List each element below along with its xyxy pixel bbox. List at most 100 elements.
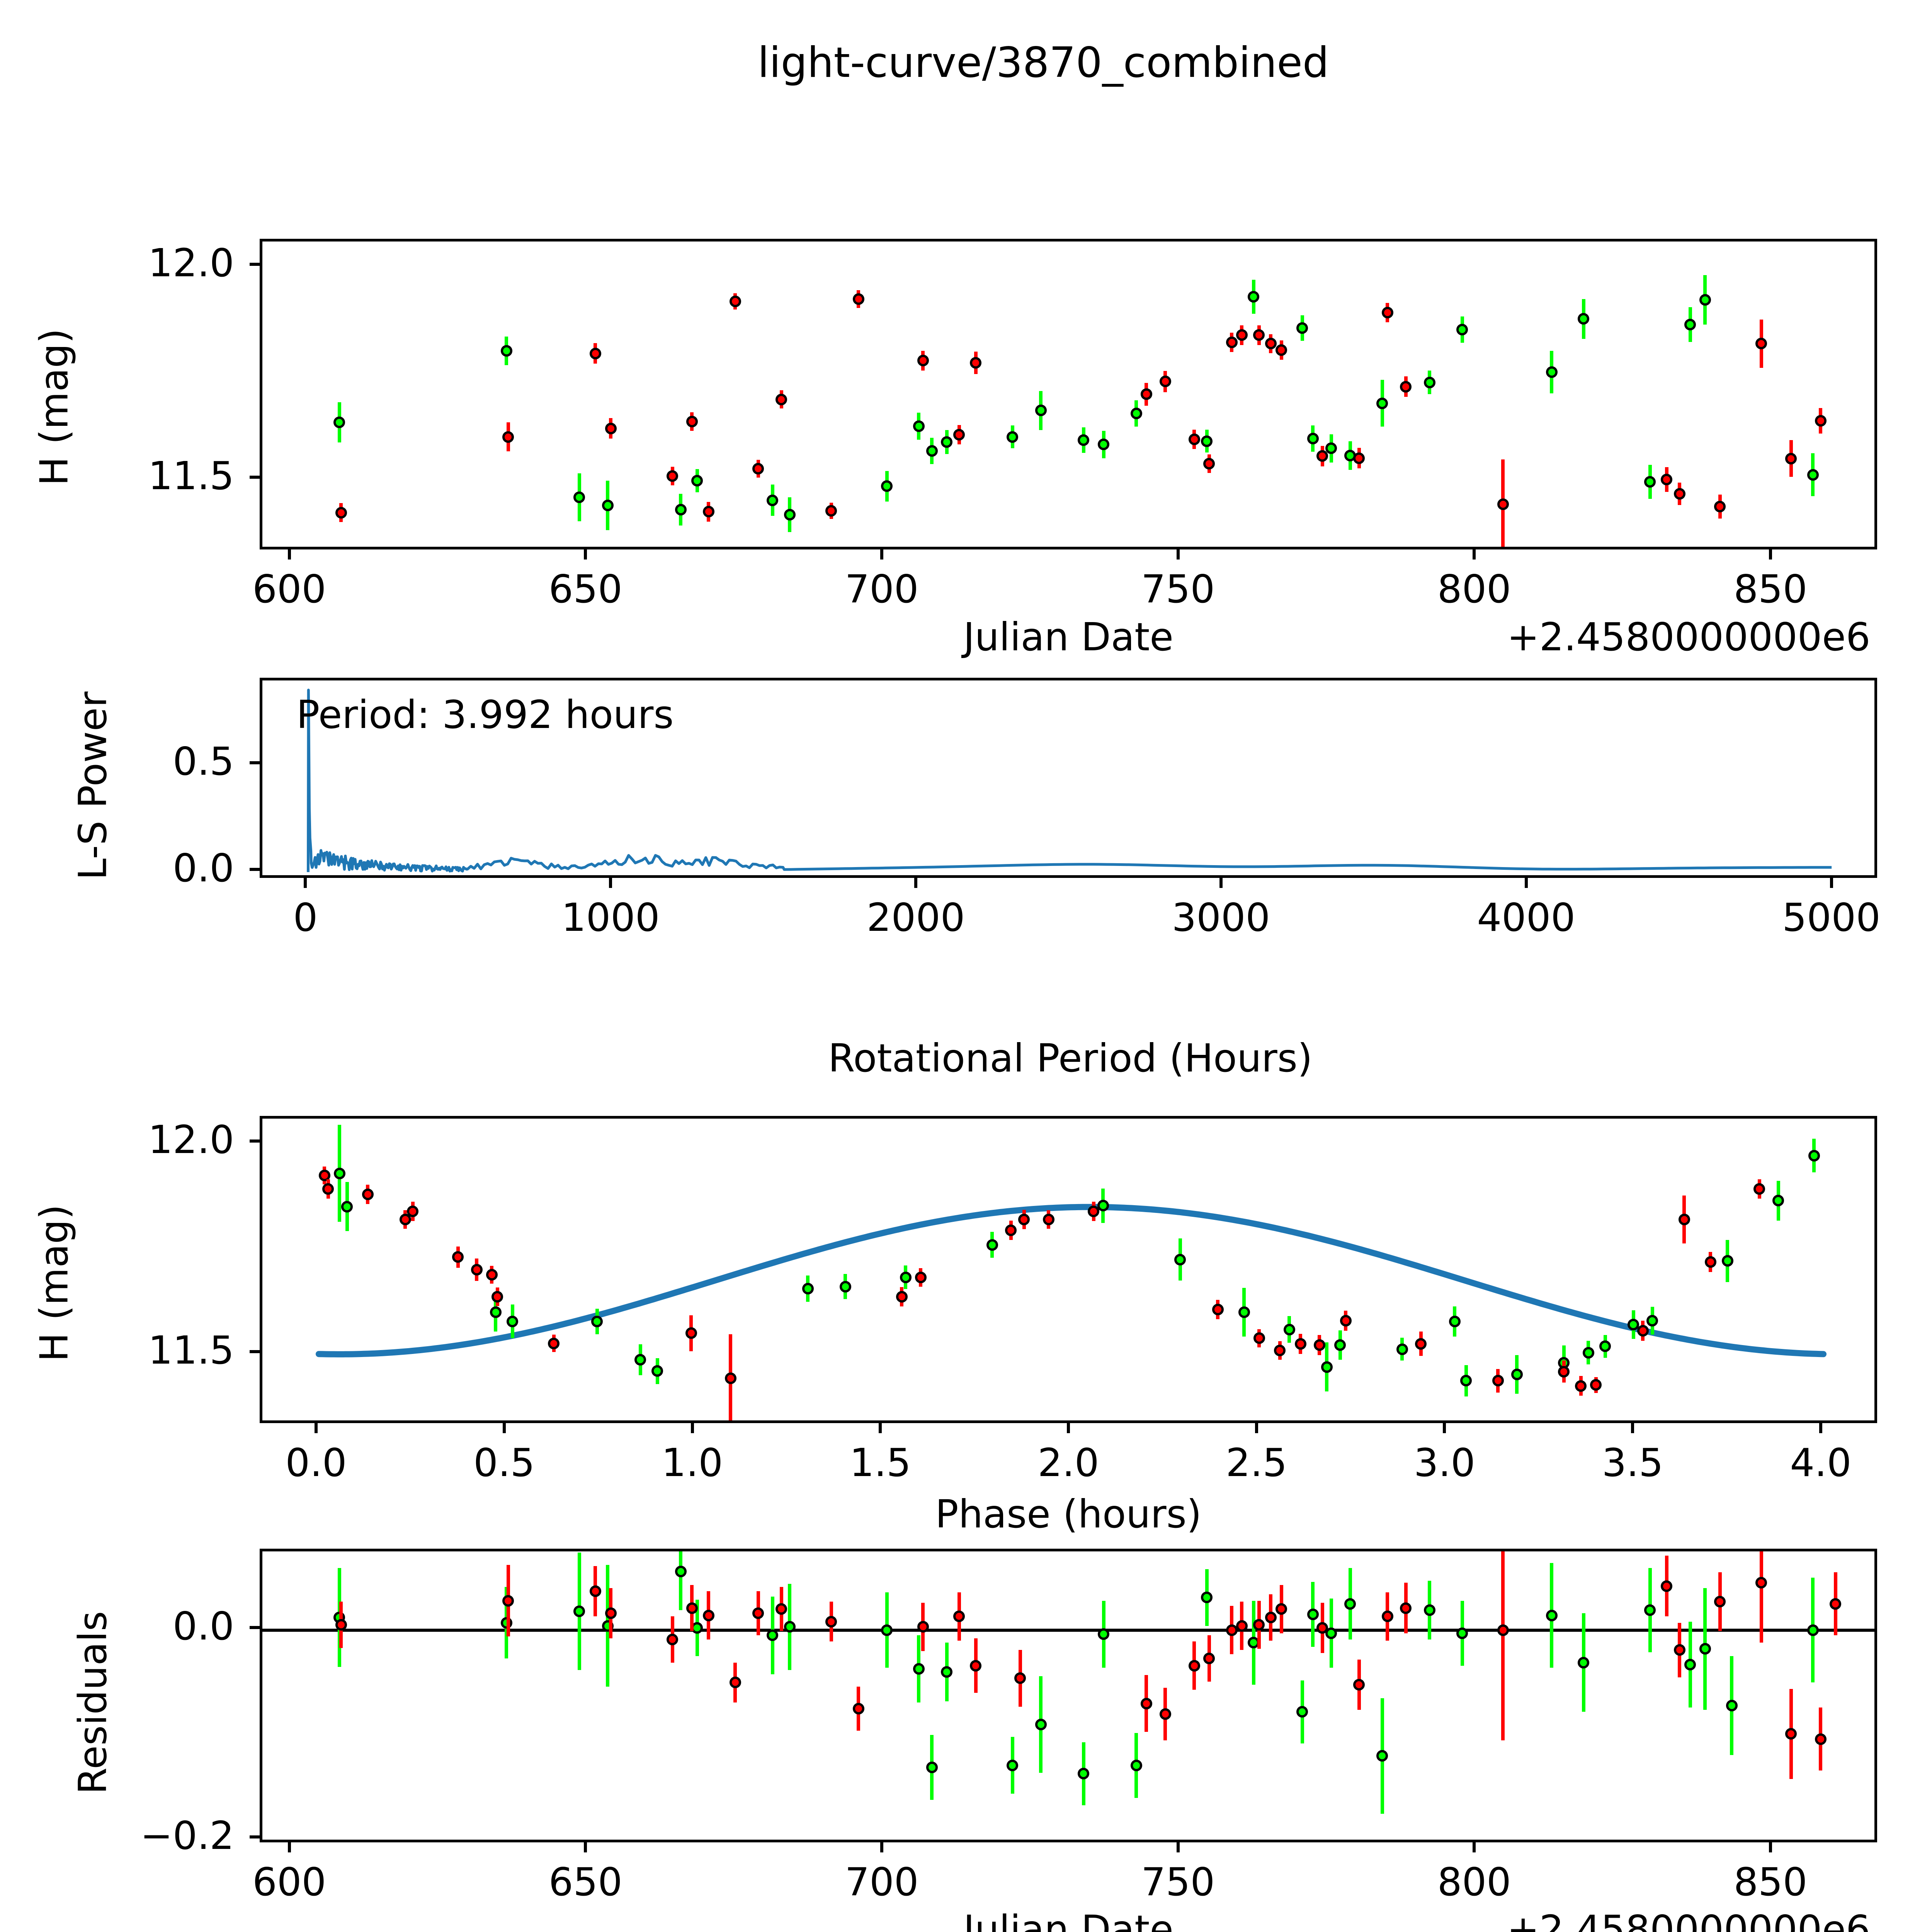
x-tick-label: 5000 [1782, 895, 1881, 940]
data-point [1253, 1332, 1265, 1344]
x-tick-label: 3.0 [1413, 1440, 1475, 1485]
y-tick-label: 0.0 [172, 1603, 234, 1649]
data-point [1755, 338, 1767, 350]
data-point [917, 355, 929, 367]
y-tick-mark [250, 1626, 260, 1629]
x-tick-mark [1769, 1842, 1772, 1852]
data-point [917, 1621, 929, 1633]
data-point [490, 1306, 502, 1318]
data-point [953, 1611, 965, 1622]
phase-plot-area [262, 1119, 1874, 1420]
data-point [486, 1269, 498, 1281]
data-point [1578, 1656, 1590, 1668]
data-point [1325, 1627, 1337, 1639]
data-point [776, 1603, 787, 1615]
y-tick-mark [250, 1350, 260, 1353]
x-tick-mark [1830, 878, 1833, 888]
x-tick-label: 4000 [1477, 895, 1575, 940]
data-point [1334, 1339, 1346, 1351]
data-point [1353, 1679, 1365, 1690]
x-tick-mark [584, 1842, 587, 1852]
error-bar [679, 1551, 683, 1610]
data-point [1673, 1644, 1685, 1656]
data-point [507, 1315, 519, 1327]
data-point [941, 436, 952, 448]
data-point [802, 1282, 814, 1294]
data-point [1699, 294, 1711, 306]
data-point [1014, 1672, 1026, 1684]
lightcurve-x-offset-text: +2.4580000000e6 [1507, 614, 1871, 660]
data-point [724, 1372, 736, 1384]
data-point [1236, 1620, 1248, 1632]
data-point [1188, 1660, 1200, 1672]
phase-x-axis-label: Phase (hours) [935, 1492, 1202, 1537]
x-tick-mark [1443, 1423, 1446, 1433]
zero-reference-line [262, 1628, 1874, 1632]
data-point [471, 1264, 483, 1276]
data-point [986, 1239, 998, 1251]
y-tick-label: 12.0 [148, 240, 234, 286]
data-point [1159, 376, 1171, 388]
data-point [1313, 1339, 1325, 1351]
data-point [1807, 469, 1819, 481]
x-tick-mark [287, 549, 291, 560]
data-point [1130, 407, 1142, 419]
data-point [1035, 405, 1047, 417]
data-point [322, 1183, 334, 1195]
x-tick-label: 700 [845, 566, 919, 612]
x-tick-label: 850 [1733, 566, 1808, 612]
data-point [335, 507, 347, 519]
data-point [667, 470, 679, 482]
data-point [702, 1609, 714, 1621]
data-point [1253, 1619, 1265, 1631]
data-point [1830, 1598, 1841, 1610]
data-point [1201, 435, 1213, 447]
periodogram-x-axis-label: Rotational Period (Hours) [828, 1036, 1313, 1081]
data-point [1415, 1338, 1427, 1350]
lightcurve-plot-area [262, 242, 1874, 547]
error-bar [1759, 1551, 1763, 1643]
data-point [335, 1619, 347, 1631]
data-point [1684, 318, 1696, 330]
data-point [1007, 1759, 1019, 1771]
data-point [1755, 1577, 1767, 1589]
data-point [852, 293, 864, 305]
x-tick-label: 750 [1141, 1859, 1215, 1905]
data-point [1423, 376, 1435, 388]
data-point [602, 499, 614, 511]
residuals-panel [260, 1549, 1877, 1842]
period-annotation: Period: 3.992 hours [296, 692, 674, 737]
x-tick-mark [690, 1423, 694, 1433]
data-point [1376, 1750, 1388, 1762]
data-point [1381, 1611, 1393, 1622]
data-point [1381, 306, 1393, 318]
data-point [1678, 1214, 1690, 1226]
x-tick-mark [1473, 1842, 1476, 1852]
x-tick-mark [315, 1423, 318, 1433]
data-point [1376, 397, 1388, 409]
data-point [1575, 1380, 1587, 1392]
data-point [941, 1666, 952, 1678]
data-point [1201, 1592, 1213, 1604]
x-tick-label: 2.0 [1037, 1440, 1099, 1485]
x-tick-mark [609, 878, 612, 888]
data-point [1497, 498, 1509, 510]
data-point [1316, 450, 1328, 462]
x-tick-label: 800 [1437, 566, 1511, 612]
x-tick-label: 2.5 [1226, 1440, 1287, 1485]
data-point [1035, 1718, 1047, 1730]
data-point [1130, 1759, 1142, 1771]
data-point [1088, 1205, 1100, 1217]
y-tick-mark [250, 867, 260, 871]
data-point [825, 1616, 837, 1628]
data-point [1492, 1375, 1504, 1387]
periodogram-plot-area [262, 680, 1874, 875]
x-tick-label: 750 [1141, 566, 1215, 612]
data-point [685, 1327, 697, 1339]
data-point [589, 347, 601, 359]
x-tick-label: 0.0 [285, 1440, 347, 1485]
y-tick-label: −0.2 [140, 1813, 234, 1859]
data-point [1661, 473, 1672, 485]
data-point [1276, 344, 1287, 356]
